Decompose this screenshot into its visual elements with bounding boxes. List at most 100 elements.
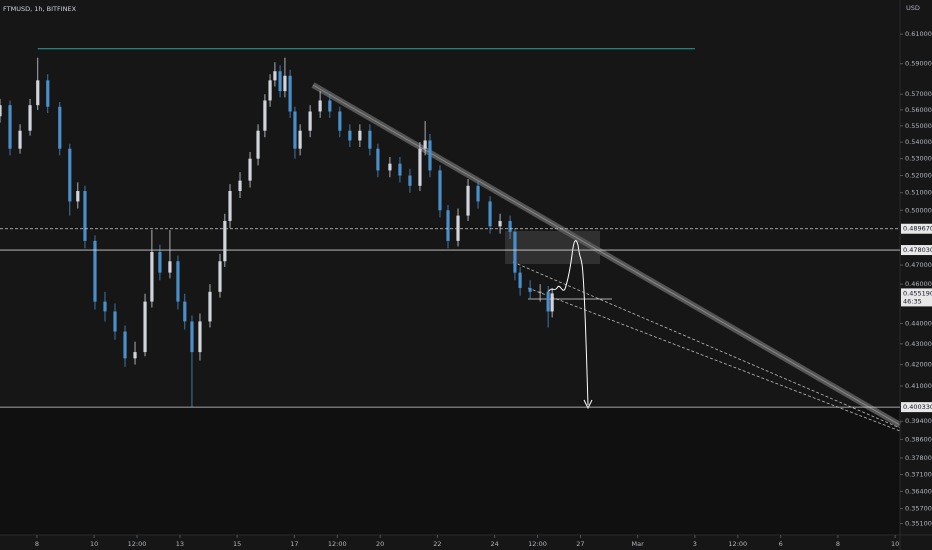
projection-arrow	[583, 399, 593, 410]
y-tick-label: 0.41000000	[905, 382, 932, 390]
x-tick-label: 22	[433, 540, 441, 548]
candle-body	[278, 71, 282, 92]
y-tick-label: 0.55000000	[905, 122, 932, 130]
candle-body	[388, 163, 392, 171]
candle-body	[550, 293, 554, 312]
x-tick-label: 8	[35, 540, 39, 548]
zone-box	[505, 231, 600, 264]
candle-body	[238, 180, 242, 191]
level-label: 0.47803000	[903, 246, 932, 254]
projection-path	[547, 240, 589, 406]
candle-body	[158, 251, 162, 273]
candle-body	[68, 148, 72, 202]
candle-body	[46, 80, 50, 107]
level-label: 0.40033000	[903, 403, 932, 411]
candle-body	[123, 331, 127, 359]
candle-body	[348, 130, 352, 141]
candle-body	[93, 240, 97, 302]
candle-body	[223, 220, 227, 262]
trendline-edge	[312, 84, 901, 426]
candle-body	[488, 201, 492, 227]
candle-body	[308, 111, 312, 131]
candle-body	[288, 75, 292, 112]
dashed-trendline	[512, 261, 901, 429]
y-tick-label: 0.56000000	[905, 106, 932, 114]
x-tick-label: 17	[290, 540, 298, 548]
candle-body	[168, 261, 172, 273]
candle-body	[298, 130, 302, 149]
y-tick-label: 0.44000000	[905, 319, 932, 327]
y-tick-label: 0.57000000	[905, 90, 932, 98]
y-tick-label: 0.51000000	[905, 189, 932, 197]
candle-body	[398, 163, 402, 176]
candle-body	[498, 220, 502, 227]
y-tick-label: 0.36400000	[905, 487, 932, 495]
x-tick-label: Mar	[632, 540, 645, 548]
candle-body	[538, 291, 542, 293]
candle-body	[423, 140, 427, 149]
candle-body	[338, 111, 342, 131]
candle-body	[428, 140, 432, 171]
candle-body	[508, 220, 512, 232]
candle-body	[228, 190, 232, 221]
last-price-label: 0.45519000	[903, 289, 932, 297]
candle-body	[446, 210, 450, 241]
y-tick-label: 0.35100000	[905, 520, 932, 528]
x-tick-label: 8	[836, 540, 840, 548]
x-tick-label: 12:00	[728, 540, 747, 548]
candle-body	[513, 231, 517, 273]
level-label-box	[901, 223, 932, 234]
candle-body	[248, 158, 252, 181]
candle-body	[293, 111, 297, 149]
countdown: 46:35	[903, 297, 922, 305]
y-tick-label: 0.38600000	[905, 435, 932, 443]
candle-body	[176, 261, 180, 302]
candle-body	[183, 301, 187, 322]
candle-body	[263, 100, 267, 131]
candle-body	[358, 130, 362, 141]
candle-body	[0, 105, 2, 117]
y-axis-label: USD	[906, 4, 920, 12]
x-tick-label: 15	[233, 540, 241, 548]
candle-body	[113, 311, 117, 332]
candle-body	[8, 105, 12, 149]
x-tick-label: 24	[490, 540, 498, 548]
candle-body	[190, 321, 194, 353]
candle-body	[103, 301, 107, 312]
y-tick-label: 0.50000000	[905, 206, 932, 214]
candle-body	[273, 71, 277, 81]
candle-body	[198, 321, 202, 353]
candle-body	[208, 291, 212, 322]
candle-body	[133, 352, 137, 359]
drawings	[311, 82, 902, 432]
candle-body	[438, 170, 442, 211]
candle-body	[408, 175, 412, 186]
candle-body	[143, 301, 147, 353]
candle-body	[58, 106, 62, 149]
candle-body	[528, 287, 532, 292]
y-tick-label: 0.37800000	[905, 454, 932, 462]
y-tick-label: 0.43000000	[905, 340, 932, 348]
x-tick-label: 10	[90, 540, 98, 548]
candle-body	[36, 80, 40, 106]
level-label: 0.48967000	[903, 225, 932, 233]
x-tick-label: 3	[693, 540, 697, 548]
x-tick-label: 12:00	[128, 540, 147, 548]
y-tick-label: 0.37100000	[905, 471, 932, 479]
y-tick-label: 0.42000000	[905, 361, 932, 369]
y-tick-label: 0.53000000	[905, 155, 932, 163]
candle-body	[518, 272, 522, 288]
x-tick-label: 27	[576, 540, 584, 548]
level-label-box	[901, 245, 932, 256]
y-tick-label: 0.39400000	[905, 417, 932, 425]
candle-body	[456, 215, 460, 241]
x-tick-label: 20	[376, 540, 384, 548]
y-tick-label: 0.35700000	[905, 505, 932, 513]
y-tick-label: 0.61000000	[905, 30, 932, 38]
y-tick-label: 0.54000000	[905, 138, 932, 146]
x-tick-label: 10	[891, 540, 899, 548]
candle-body	[18, 130, 22, 149]
candle-body	[268, 80, 272, 101]
x-tick-label: 6	[779, 540, 783, 548]
